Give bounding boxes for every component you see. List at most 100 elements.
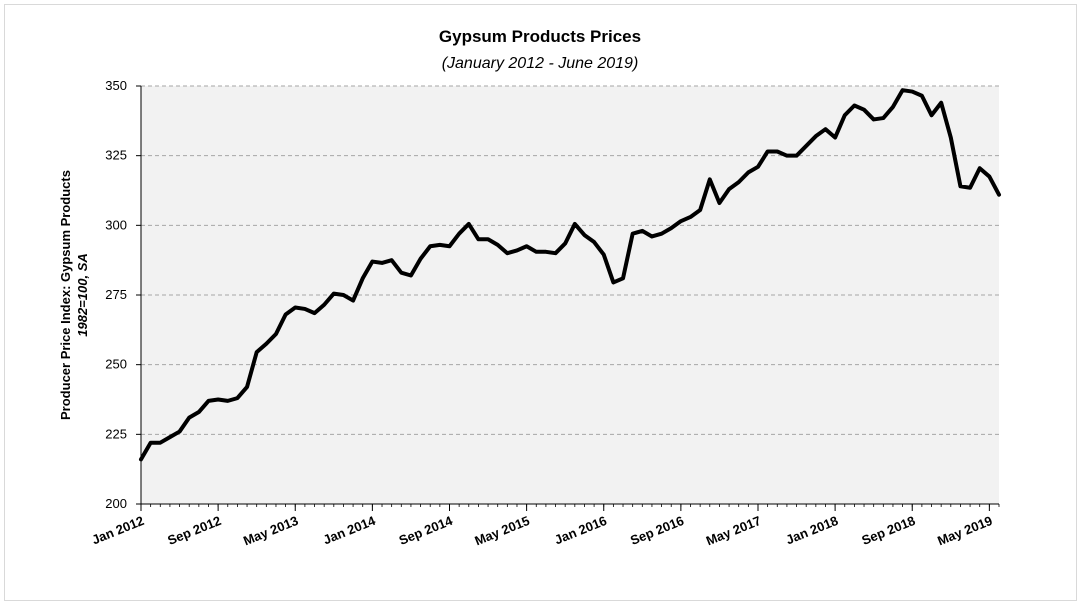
data-point xyxy=(178,430,182,434)
data-point xyxy=(823,127,827,131)
y-tick-label: 200 xyxy=(105,496,127,511)
data-point xyxy=(332,292,336,296)
data-point xyxy=(930,113,934,117)
data-point xyxy=(476,237,480,241)
data-point xyxy=(399,271,403,275)
y-tick-label: 225 xyxy=(105,426,127,441)
data-point xyxy=(708,177,712,181)
data-point xyxy=(245,385,249,389)
data-point xyxy=(419,257,423,261)
data-point xyxy=(582,233,586,237)
data-point xyxy=(611,280,615,284)
data-point xyxy=(438,243,442,247)
data-point xyxy=(833,136,837,140)
y-tick-label: 350 xyxy=(105,78,127,93)
data-point xyxy=(505,251,509,255)
data-point xyxy=(554,251,558,255)
data-point xyxy=(775,149,779,153)
data-point xyxy=(881,116,885,120)
data-point xyxy=(756,165,760,169)
y-axis-title: Producer Price Index: Gypsum Products 19… xyxy=(58,170,90,420)
data-point xyxy=(303,307,307,311)
data-point xyxy=(274,332,278,336)
data-point xyxy=(187,416,191,420)
data-point xyxy=(563,241,567,245)
data-point xyxy=(689,215,693,219)
data-point xyxy=(592,240,596,244)
data-point xyxy=(862,108,866,112)
y-axis-sublabel: 1982=100, SA xyxy=(75,253,90,336)
x-tick-label: Sep 2012 xyxy=(165,513,223,548)
data-point xyxy=(534,250,538,254)
data-point xyxy=(737,180,741,184)
x-tick-label: Jan 2014 xyxy=(321,513,378,548)
data-point xyxy=(390,258,394,262)
data-point xyxy=(852,104,856,108)
x-tick-label: May 2013 xyxy=(241,513,300,549)
x-tick-label: Jan 2016 xyxy=(552,513,609,547)
data-point xyxy=(515,248,519,252)
chart-subtitle: (January 2012 - June 2019) xyxy=(442,55,639,72)
data-point xyxy=(370,260,374,264)
data-point xyxy=(255,350,259,354)
data-point xyxy=(380,261,384,265)
data-point xyxy=(197,410,201,414)
data-point xyxy=(766,149,770,153)
data-point xyxy=(206,399,210,403)
data-point xyxy=(322,303,326,307)
y-tick-label: 300 xyxy=(105,217,127,232)
data-point xyxy=(660,232,664,236)
series-group xyxy=(139,88,1001,462)
data-point xyxy=(573,222,577,226)
data-point xyxy=(939,101,943,105)
data-point xyxy=(467,222,471,226)
x-tick-label: Jan 2012 xyxy=(90,513,147,547)
data-point xyxy=(910,90,914,94)
data-point xyxy=(149,441,153,445)
data-point xyxy=(409,273,413,277)
data-point xyxy=(447,244,451,248)
data-point xyxy=(168,435,172,439)
gridlines xyxy=(141,85,999,435)
data-point xyxy=(804,144,808,148)
data-point xyxy=(717,201,721,205)
x-tick-label: Sep 2016 xyxy=(628,513,686,548)
data-point xyxy=(525,244,529,248)
data-point xyxy=(235,396,239,400)
data-point xyxy=(727,187,731,191)
data-point xyxy=(621,276,625,280)
data-point xyxy=(602,253,606,257)
x-axis-ticks: Jan 2012 Sep 2012 May 2013 Jan 2014 Sep 2014… xyxy=(90,504,1000,549)
y-tick-label: 275 xyxy=(105,287,127,302)
data-point xyxy=(785,154,789,158)
data-point xyxy=(216,398,220,401)
data-point xyxy=(968,186,972,190)
y-tick-label: 325 xyxy=(105,148,127,163)
data-point xyxy=(640,229,644,233)
data-point xyxy=(679,219,683,223)
x-tick-label: Sep 2018 xyxy=(859,513,917,548)
data-point xyxy=(891,105,895,109)
x-tick-label: May 2017 xyxy=(704,513,763,549)
chart-title: Gypsum Products Prices xyxy=(439,27,641,46)
x-tick-label: Jan 2018 xyxy=(784,513,841,547)
data-point xyxy=(457,232,461,236)
data-point xyxy=(284,313,288,317)
data-point xyxy=(341,293,345,297)
y-tick-label: 250 xyxy=(105,357,127,372)
data-point xyxy=(293,306,297,310)
data-point xyxy=(920,94,924,98)
data-point xyxy=(264,342,268,346)
data-point xyxy=(351,299,355,303)
data-point xyxy=(428,244,432,248)
data-point xyxy=(997,193,1001,197)
data-point xyxy=(901,88,905,92)
data-point xyxy=(226,399,230,403)
data-point xyxy=(544,250,548,254)
y-axis-ticks: 200 225 250 275 300 325 350 xyxy=(105,78,141,511)
x-tick-label: May 2019 xyxy=(935,513,994,549)
data-point xyxy=(669,226,673,230)
data-point xyxy=(361,276,365,280)
data-point xyxy=(978,166,982,170)
series-line-0 xyxy=(139,88,1001,462)
